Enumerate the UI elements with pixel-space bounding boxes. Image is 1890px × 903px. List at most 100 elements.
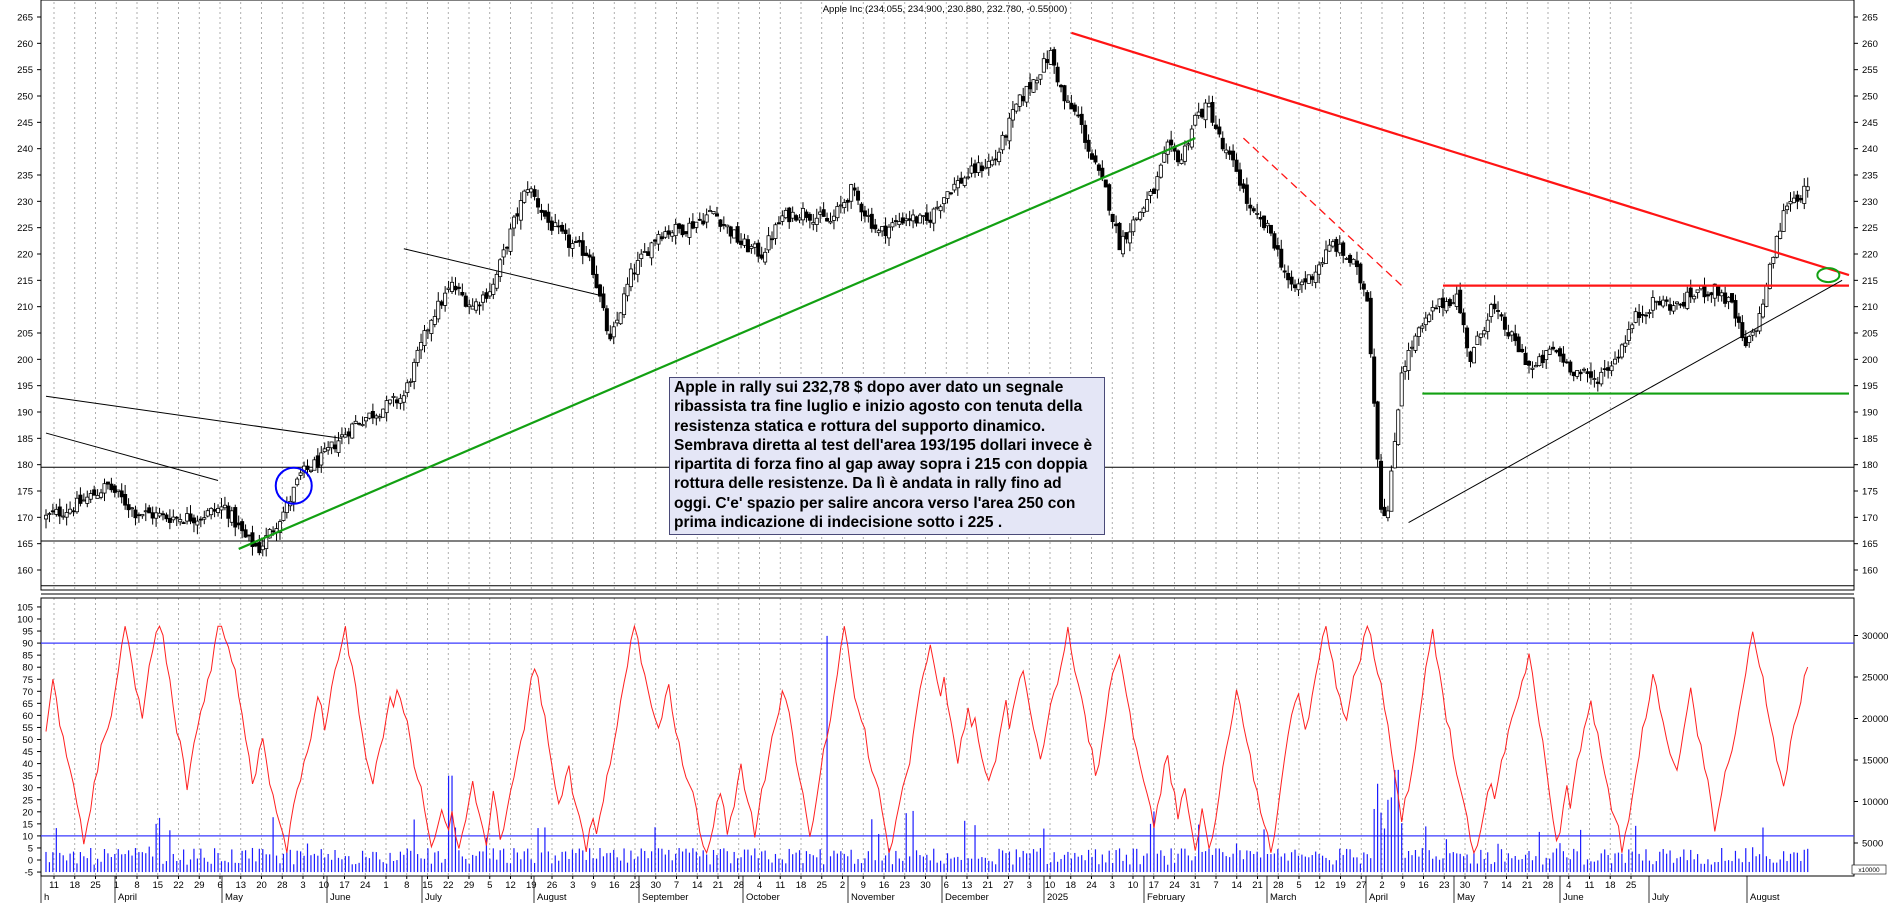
candle-body [171,516,176,521]
candle-body [143,510,148,513]
candle-body [1127,231,1132,244]
day-tick-label: 9 [591,880,596,891]
candle-body [1496,310,1501,312]
candle-body [405,382,410,393]
candle-body [1327,244,1332,252]
candle-body [374,415,379,419]
candle-body [1437,298,1442,307]
candle-body [1203,102,1208,121]
candle-body [102,483,107,494]
candle-body [1588,371,1593,378]
candle-body [419,342,424,351]
candle-body [1148,191,1153,196]
candle-body [1062,85,1067,102]
trendline [403,248,604,297]
candle-body [969,165,974,174]
candle-body [1313,271,1318,283]
candle-body [1613,358,1618,365]
osc-tick-label: 60 [22,711,33,722]
month-tick-label: 2025 [1047,892,1068,903]
candle-body [305,465,310,470]
candle-body [126,504,131,511]
price-tick-label: 175 [1862,487,1878,498]
candle-body [44,514,49,520]
candle-body [112,485,117,493]
candle-body [1640,313,1645,316]
day-tick-label: 5 [1296,880,1301,891]
candle-body [1330,241,1335,247]
candle-body [1485,319,1490,332]
candle-body [401,395,406,403]
candle-body [1348,254,1353,263]
candle-body [1323,249,1328,264]
candle-body [1791,197,1796,204]
candle-body [673,223,678,237]
candle-body [212,509,217,512]
candle-body [1217,126,1222,135]
price-tick-label: 200 [1862,355,1878,366]
month-tick-label: December [945,892,989,903]
day-tick-label: 21 [1252,880,1263,891]
candle-body [594,273,599,289]
candle-body [450,281,455,292]
candle-body [1093,155,1098,163]
price-tick-label: 225 [1862,223,1878,234]
candle-body [632,272,637,275]
candle-body [1358,263,1363,284]
candle-body [284,502,289,514]
price-tick-label: 240 [17,144,33,155]
candle-body [1451,302,1456,305]
candle-body [1774,235,1779,258]
day-tick-label: 10 [1045,880,1056,891]
candle-body [1351,258,1356,265]
osc-tick-label: 95 [22,627,33,638]
price-tick-label: 255 [1862,65,1878,76]
candle-body [570,243,575,249]
candle-body [150,512,155,519]
candle-body [501,249,506,258]
candle-body [130,507,135,510]
candle-body [794,215,799,221]
candle-body [370,410,375,419]
osc-tick-label: 25 [22,795,33,806]
candle-body [281,511,286,521]
candle-body [491,283,496,295]
candle-body [446,287,451,290]
day-tick-label: 29 [194,880,205,891]
price-tick-label: 235 [17,171,33,182]
candle-body [1499,314,1504,317]
day-tick-label: 28 [1273,880,1284,891]
candle-body [529,188,534,193]
candle-body [601,293,606,309]
candle-body [1664,299,1669,302]
day-tick-label: 23 [630,880,641,891]
candle-body [439,301,444,306]
candle-body [1372,356,1377,404]
day-tick-label: 28 [1543,880,1554,891]
candle-body [556,225,561,228]
candle-body [1754,329,1759,332]
candle-body [797,217,802,221]
candle-body [1162,152,1167,163]
candle-body [542,210,547,217]
candle-body [1654,300,1659,303]
candle-body [1788,201,1793,205]
candle-body [828,221,833,224]
day-tick-label: 11 [1585,880,1595,891]
candle-body [391,395,396,398]
osc-tick-label: -5 [25,868,33,879]
osc-tick-label: 45 [22,747,33,758]
osc-tick-label: 20 [22,807,33,818]
day-tick-label: 6 [944,880,949,891]
highlight-circle [274,466,313,505]
price-tick-label: 185 [1862,434,1878,445]
candle-body [1416,327,1421,337]
day-tick-label: 21 [713,880,724,891]
candle-body [174,516,179,519]
day-tick-label: 2 [1379,880,1384,891]
candle-body [1375,401,1380,460]
day-tick-label: 1 [114,880,119,891]
candle-body [1079,113,1084,125]
candle-body [942,197,947,205]
candle-body [1430,307,1435,312]
